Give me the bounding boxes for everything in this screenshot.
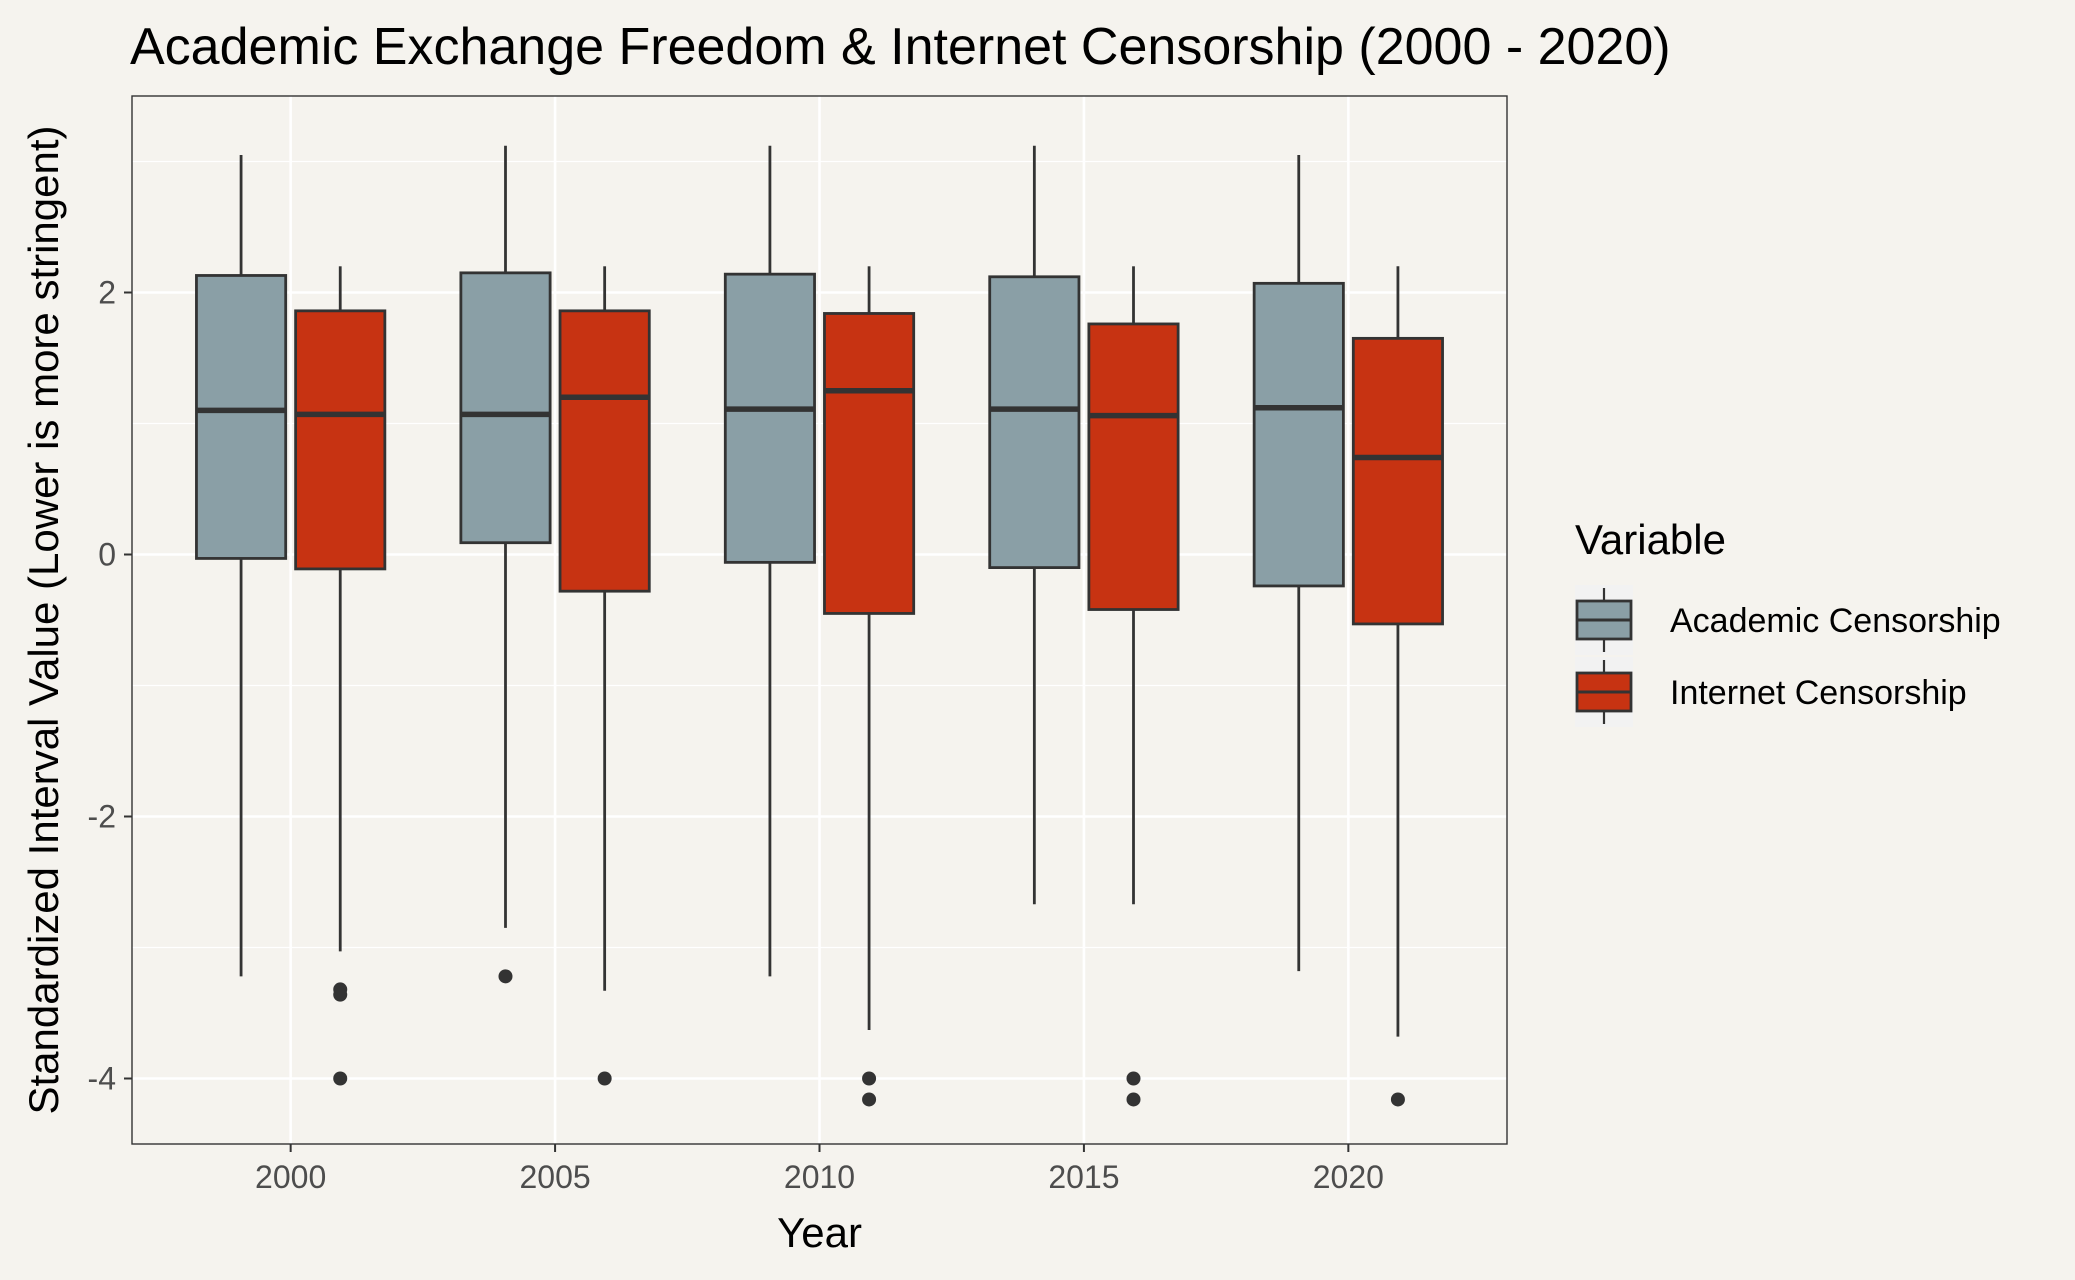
outlier-point [1390,1092,1405,1107]
x-tick-label: 2010 [784,1159,855,1195]
box-group [558,266,651,1086]
outlier-point [597,1071,612,1086]
box-group [195,154,288,977]
box-iqr [195,274,288,560]
box-group [1252,154,1345,972]
box-group [723,145,816,977]
box-iqr [723,272,816,564]
y-tick-label: 0 [98,537,116,573]
box-group [988,145,1081,905]
legend-items: Academic Censorship Internet Censorship [1575,585,2001,727]
box-iqr [1087,322,1180,611]
box-iqr [459,271,552,545]
x-tick-label: 2000 [255,1159,326,1195]
box-group [294,266,387,1086]
box-iqr [823,312,916,615]
x-axis-title: Year [777,1209,862,1256]
y-tick-label: 2 [98,275,116,311]
box-iqr [1351,336,1444,626]
outlier-point [333,1071,348,1086]
box-iqr [988,275,1081,570]
box-group [823,266,916,1107]
box-iqr [294,309,387,571]
chart-title: Academic Exchange Freedom & Internet Cen… [130,18,1671,76]
box-group [459,145,552,984]
outlier-point [498,969,513,984]
y-tick-label: -4 [88,1061,116,1097]
box-layer [195,145,1444,1107]
legend-label: Internet Censorship [1670,674,1967,712]
outlier-point [862,1092,877,1107]
outlier-point [333,987,348,1002]
axis-layer: -4 -2 0 2 2000 2005 2010 2015 2020 [88,275,1384,1196]
outlier-point [1126,1071,1141,1086]
legend-title: Variable [1575,516,1726,563]
legend-label: Academic Censorship [1670,602,2001,640]
x-tick-label: 2020 [1313,1159,1384,1195]
outlier-point [1126,1092,1141,1107]
y-axis-title: Standardized Interval Value (Lower is mo… [20,125,67,1114]
x-tick-label: 2005 [519,1159,590,1195]
x-tick-label: 2015 [1048,1159,1119,1195]
legend-item: Internet Censorship [1575,657,1967,727]
outlier-point [862,1071,877,1086]
legend: Variable Academic Censorship Internet Cen… [1575,516,2001,727]
box-group [1351,266,1444,1107]
box-iqr [558,309,651,593]
box-group [1087,266,1180,1107]
y-tick-label: -2 [88,799,116,835]
box-iqr [1252,281,1345,588]
legend-item: Academic Censorship [1575,585,2001,655]
